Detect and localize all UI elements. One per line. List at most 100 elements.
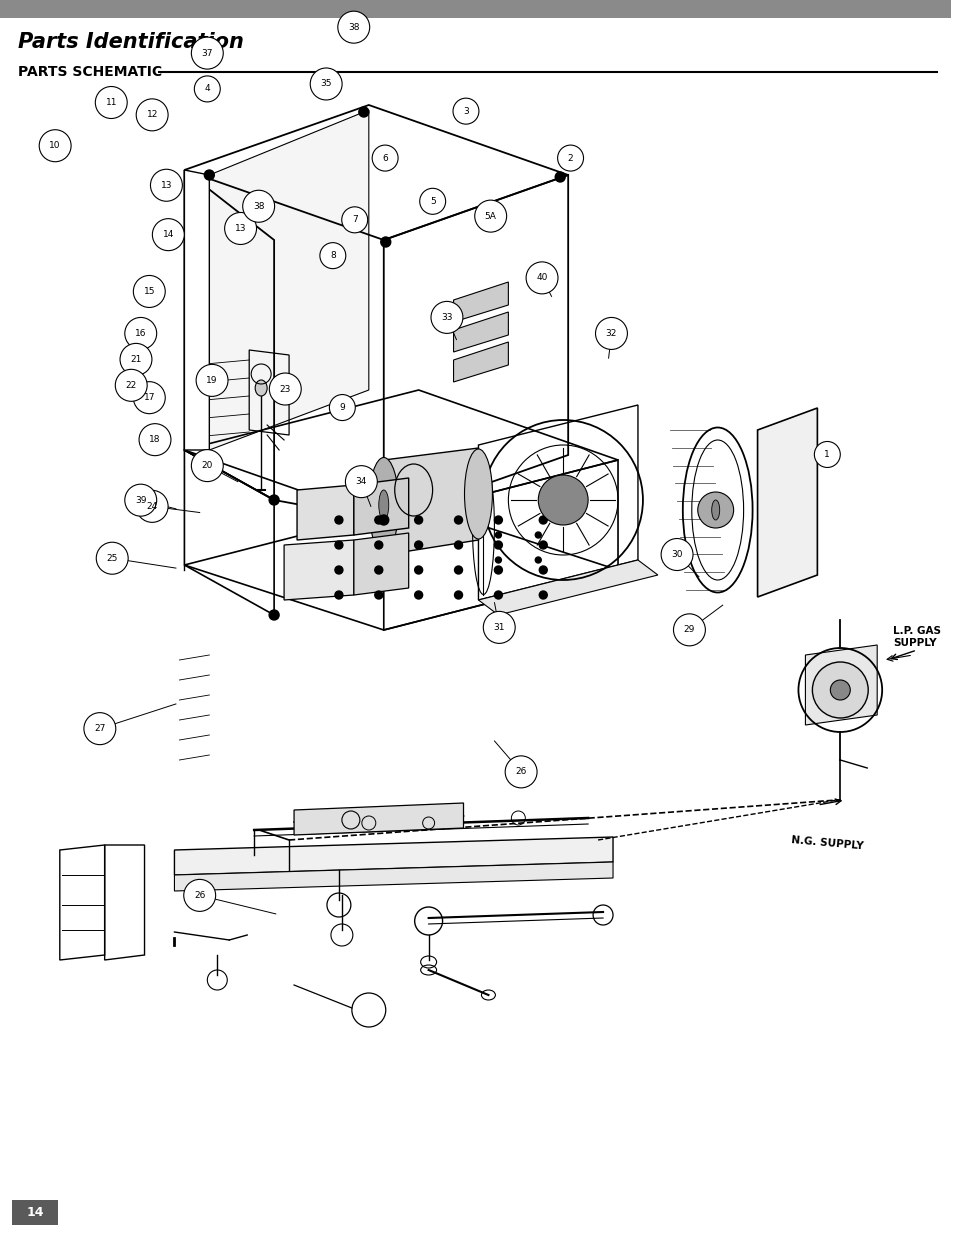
Circle shape — [196, 364, 228, 396]
Ellipse shape — [711, 500, 719, 520]
Circle shape — [538, 592, 547, 599]
Polygon shape — [804, 645, 876, 725]
Circle shape — [538, 541, 547, 550]
Text: 32: 32 — [605, 329, 617, 338]
Circle shape — [329, 394, 355, 421]
Circle shape — [95, 86, 127, 119]
Text: 31: 31 — [493, 622, 504, 632]
Circle shape — [378, 515, 388, 525]
Circle shape — [494, 541, 502, 550]
Text: 14: 14 — [26, 1207, 44, 1219]
Circle shape — [494, 592, 502, 599]
Circle shape — [495, 557, 501, 563]
Text: 5A: 5A — [484, 211, 497, 221]
Circle shape — [673, 614, 704, 646]
Circle shape — [337, 11, 370, 43]
Circle shape — [375, 592, 382, 599]
Text: 17: 17 — [143, 393, 155, 403]
Circle shape — [415, 566, 422, 574]
Circle shape — [84, 713, 115, 745]
Circle shape — [335, 592, 342, 599]
Polygon shape — [294, 803, 463, 835]
Circle shape — [494, 516, 502, 524]
Circle shape — [419, 188, 445, 215]
Text: 25: 25 — [107, 553, 118, 563]
Text: 6: 6 — [382, 153, 388, 163]
Circle shape — [335, 566, 342, 574]
Circle shape — [595, 317, 627, 350]
Polygon shape — [453, 342, 508, 382]
Circle shape — [538, 516, 547, 524]
Circle shape — [494, 566, 502, 574]
Circle shape — [415, 541, 422, 550]
Circle shape — [335, 516, 342, 524]
Circle shape — [660, 538, 692, 571]
Text: 12: 12 — [147, 110, 157, 120]
Circle shape — [475, 200, 506, 232]
Text: 30: 30 — [671, 550, 682, 559]
Text: 26: 26 — [193, 890, 205, 900]
Text: 33: 33 — [440, 312, 453, 322]
Text: 37: 37 — [201, 48, 213, 58]
Bar — [0, 0, 950, 19]
Circle shape — [139, 424, 171, 456]
Polygon shape — [354, 478, 408, 535]
Text: 9: 9 — [339, 403, 345, 412]
Circle shape — [224, 212, 256, 245]
Circle shape — [120, 343, 152, 375]
Text: 3: 3 — [462, 106, 468, 116]
Text: 34: 34 — [355, 477, 367, 487]
Text: 38: 38 — [253, 201, 264, 211]
Ellipse shape — [464, 450, 492, 538]
Circle shape — [96, 542, 128, 574]
Text: 13: 13 — [160, 180, 172, 190]
Circle shape — [535, 557, 540, 563]
Circle shape — [372, 144, 397, 172]
Circle shape — [375, 541, 382, 550]
Circle shape — [184, 879, 215, 911]
Polygon shape — [453, 282, 508, 322]
Circle shape — [557, 144, 583, 172]
Text: PARTS SCHEMATIC: PARTS SCHEMATIC — [18, 65, 162, 79]
Circle shape — [538, 566, 547, 574]
Text: 39: 39 — [134, 495, 147, 505]
Circle shape — [319, 242, 345, 269]
Circle shape — [505, 756, 537, 788]
Ellipse shape — [254, 380, 267, 396]
Polygon shape — [284, 540, 354, 600]
Polygon shape — [453, 312, 508, 352]
Text: 16: 16 — [134, 329, 147, 338]
Circle shape — [380, 237, 391, 247]
Circle shape — [152, 219, 184, 251]
Text: 1: 1 — [823, 450, 829, 459]
Text: 20: 20 — [201, 461, 213, 471]
Circle shape — [151, 169, 182, 201]
Circle shape — [125, 317, 156, 350]
Circle shape — [115, 369, 147, 401]
Text: 7: 7 — [352, 215, 357, 225]
Text: 4: 4 — [204, 84, 210, 94]
Text: Parts Identification: Parts Identification — [18, 32, 244, 52]
Bar — [12, 1200, 58, 1225]
Text: 27: 27 — [94, 724, 106, 734]
Circle shape — [537, 475, 587, 525]
Circle shape — [269, 373, 301, 405]
Circle shape — [345, 466, 377, 498]
Polygon shape — [209, 110, 369, 450]
Circle shape — [194, 75, 220, 103]
Circle shape — [358, 107, 369, 117]
Circle shape — [454, 592, 462, 599]
Circle shape — [125, 484, 156, 516]
Circle shape — [525, 262, 558, 294]
Circle shape — [415, 592, 422, 599]
Text: 15: 15 — [143, 287, 155, 296]
Circle shape — [192, 450, 223, 482]
Circle shape — [269, 610, 279, 620]
Circle shape — [812, 662, 867, 718]
Text: 24: 24 — [147, 501, 157, 511]
Text: L.P. GAS
SUPPLY: L.P. GAS SUPPLY — [892, 626, 941, 648]
Text: 19: 19 — [206, 375, 217, 385]
Circle shape — [454, 566, 462, 574]
Circle shape — [39, 130, 71, 162]
Polygon shape — [354, 534, 408, 595]
